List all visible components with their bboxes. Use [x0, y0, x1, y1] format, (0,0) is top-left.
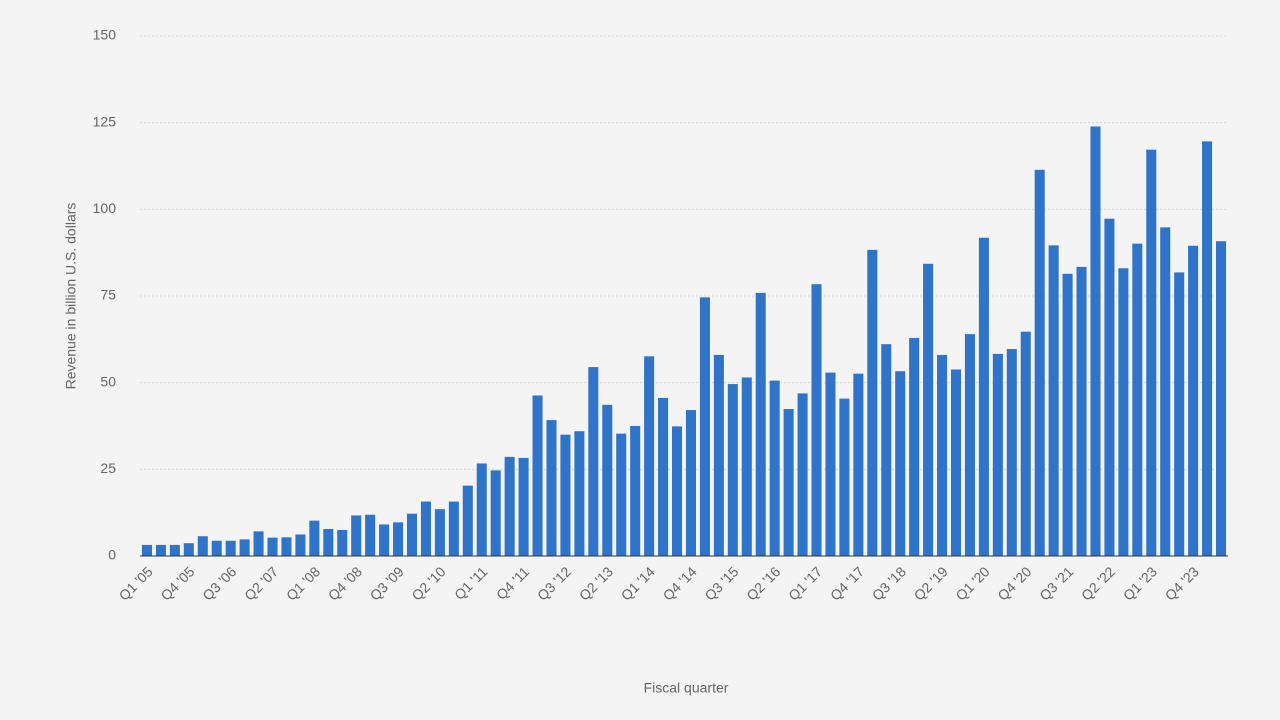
bar — [616, 433, 627, 556]
bar — [323, 528, 334, 556]
bar — [183, 543, 194, 556]
y-tick-label: 150 — [93, 27, 117, 43]
bar — [574, 431, 585, 556]
x-axis-label: Fiscal quarter — [644, 680, 729, 696]
bar — [1118, 268, 1129, 556]
bar — [295, 534, 306, 556]
bar — [169, 544, 180, 556]
bar — [211, 540, 222, 556]
bar — [518, 457, 529, 556]
bar — [351, 515, 362, 556]
bar — [155, 544, 166, 556]
y-tick-label: 75 — [100, 287, 116, 303]
bar — [881, 344, 892, 556]
bar — [239, 539, 250, 556]
bar — [602, 404, 613, 556]
bar — [504, 456, 515, 556]
bar — [978, 237, 989, 556]
y-tick-label: 100 — [93, 200, 117, 216]
bar — [379, 524, 390, 556]
bar — [644, 356, 655, 556]
bar — [658, 397, 669, 556]
bar — [1062, 273, 1073, 556]
bar — [741, 377, 752, 556]
bar — [560, 434, 571, 556]
bar — [685, 410, 696, 556]
bar — [783, 409, 794, 556]
bar — [281, 537, 292, 556]
y-tick-label: 125 — [93, 113, 117, 129]
y-tick-label: 0 — [108, 547, 116, 563]
bar — [895, 371, 906, 556]
y-tick-label: 25 — [100, 460, 116, 476]
bar — [672, 426, 683, 556]
bar — [964, 334, 975, 556]
bar — [1174, 272, 1185, 556]
bar — [755, 292, 766, 556]
bar — [253, 531, 264, 556]
bar — [1216, 241, 1227, 556]
bar — [406, 513, 418, 556]
bar — [1160, 227, 1171, 557]
bar — [797, 393, 808, 556]
bar — [811, 284, 822, 556]
bar — [546, 420, 557, 556]
bar — [839, 398, 850, 556]
bar — [1090, 126, 1101, 556]
bar — [923, 263, 934, 556]
bar — [197, 536, 208, 556]
bar — [853, 373, 864, 556]
bar — [630, 426, 641, 556]
y-axis-label: Revenue in billion U.S. dollars — [63, 203, 79, 390]
bar — [1006, 349, 1017, 556]
bar — [532, 395, 543, 556]
bar — [1076, 266, 1087, 556]
bar — [992, 353, 1003, 556]
bar — [267, 537, 278, 556]
bar — [727, 384, 738, 556]
bar — [434, 509, 445, 556]
bar — [937, 354, 948, 556]
bar — [1048, 245, 1059, 557]
bar — [448, 501, 459, 556]
bar — [1202, 141, 1213, 557]
bar — [141, 544, 152, 556]
bar — [393, 522, 404, 556]
bar — [309, 520, 320, 556]
bar — [825, 372, 836, 556]
y-tick-label: 50 — [100, 373, 116, 389]
bar — [1034, 169, 1045, 556]
bar — [337, 530, 348, 556]
bar — [769, 380, 780, 556]
bar — [420, 501, 431, 556]
bar — [713, 354, 724, 556]
bar — [1020, 331, 1031, 556]
bar — [476, 463, 487, 556]
bar — [1132, 243, 1143, 557]
bar — [699, 297, 710, 556]
bar — [1104, 218, 1115, 556]
bar — [588, 367, 599, 556]
bar — [225, 540, 236, 556]
bar — [1188, 245, 1199, 556]
bar — [490, 470, 501, 556]
bar — [462, 485, 473, 556]
bar — [867, 249, 878, 557]
bar — [950, 369, 962, 556]
bar — [365, 514, 376, 556]
bar — [909, 337, 920, 556]
bar — [1146, 149, 1157, 556]
